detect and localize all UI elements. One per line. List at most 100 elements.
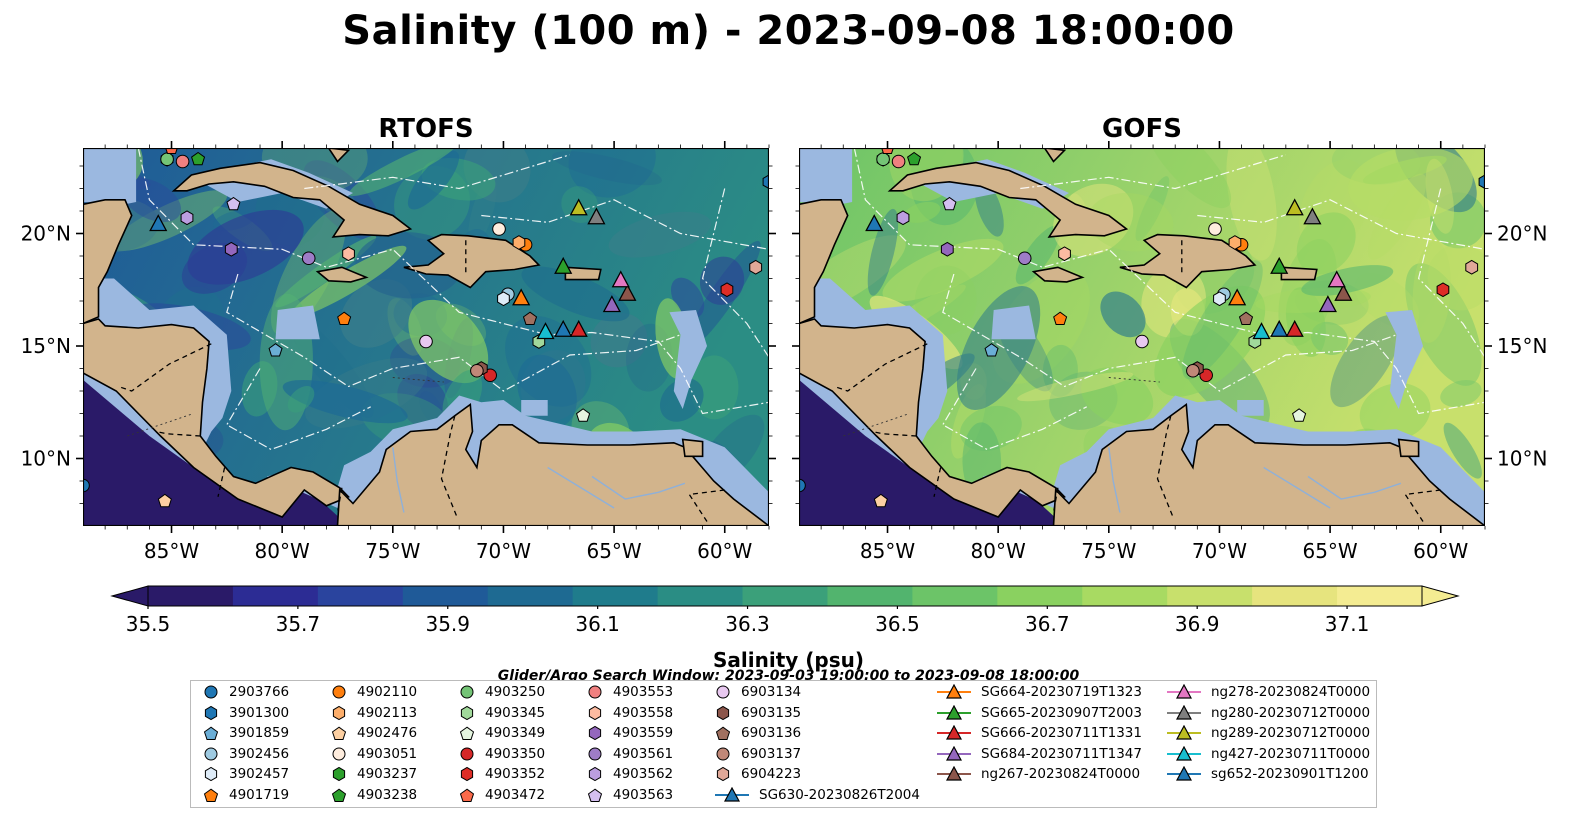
glider-marker-sg652-20230901T1200[interactable] (1270, 319, 1289, 337)
legend-marker-icon (1167, 704, 1201, 720)
glider-marker-ng278-20230824T0000[interactable] (611, 270, 630, 288)
legend-entry-4903553: 4903553 (587, 684, 673, 700)
argo-marker-4903559[interactable] (940, 241, 954, 257)
argo-marker-6904223[interactable] (1465, 259, 1479, 275)
argo-marker-4903238[interactable] (191, 151, 206, 166)
glider-marker-SG684-20230711T1347[interactable] (602, 295, 621, 313)
colorbar-segment (487, 586, 574, 606)
glider-marker-SG664-20230719T1323[interactable] (512, 288, 531, 306)
glider-marker-SG664-20230719T1323[interactable] (1228, 288, 1247, 306)
argo-marker-4903563[interactable] (226, 196, 241, 211)
glider-marker-ng267-20230824T0000[interactable] (618, 283, 637, 301)
argo-marker-4903553[interactable] (175, 154, 190, 169)
argo-marker-4902113[interactable] (512, 235, 526, 250)
salinity-eddy (1412, 241, 1451, 343)
glider-marker-SG684-20230711T1347[interactable] (1318, 295, 1337, 313)
argo-marker-3902457[interactable] (497, 291, 510, 307)
argo-marker-4903238[interactable] (907, 151, 922, 166)
argo-marker-4903558[interactable] (1058, 246, 1071, 262)
argo-marker-2903766[interactable] (83, 478, 90, 493)
argo-marker-4903559[interactable] (224, 241, 238, 257)
argo-marker-3901859[interactable] (268, 343, 283, 357)
land-bahamasA (1043, 148, 1067, 163)
argo-marker-4902113[interactable] (1228, 235, 1242, 250)
argo-marker-4901719[interactable] (337, 311, 352, 325)
legend-marker-icon (588, 705, 602, 720)
argo-marker-6903137[interactable] (470, 363, 484, 378)
argo-marker-6903134[interactable] (1135, 334, 1149, 349)
legend-label: SG664-20230719T1323 (981, 684, 1142, 700)
argo-marker-4903561[interactable] (1017, 251, 1032, 266)
glider-marker-SG666-20230711T1331[interactable] (569, 319, 588, 337)
argo-marker-4903349[interactable] (1292, 408, 1307, 422)
argo-marker-3902457[interactable] (1213, 291, 1226, 307)
glider-marker-ng278-20230824T0000[interactable] (1327, 270, 1346, 288)
glider-marker-SG630-20230826T2004[interactable] (865, 214, 884, 232)
argo-marker-4903472[interactable] (881, 148, 894, 154)
x-tick-label: 65°W (1302, 539, 1357, 563)
argo-marker-4903352[interactable] (720, 282, 734, 298)
legend-entry-4903562: 4903562 (587, 766, 673, 782)
argo-marker-4903051[interactable] (492, 222, 506, 236)
salinity-eddy (690, 355, 739, 420)
legend-entry-sg652-20230901T1200: sg652-20230901T1200 (1167, 766, 1369, 782)
argo-marker-6903134[interactable] (419, 334, 433, 349)
argo-marker-4903352[interactable] (1436, 282, 1450, 298)
argo-marker-6904223[interactable] (749, 259, 763, 275)
argo-marker-2903766[interactable] (799, 478, 806, 493)
legend-marker-icon (460, 685, 474, 699)
glider-marker-SG630-20230826T2004[interactable] (149, 214, 168, 232)
argo-marker-4903051[interactable] (1208, 222, 1222, 236)
glider-marker-ng427-20230711T0000[interactable] (536, 322, 555, 340)
argo-marker-4902476[interactable] (157, 493, 172, 508)
legend-entry-3902456: 3902456 (203, 746, 289, 762)
argo-marker-4903558[interactable] (342, 246, 355, 262)
colorbar-tick-label: 35.5 (125, 612, 171, 636)
salinity-eddy (1405, 263, 1482, 386)
argo-marker-4903563[interactable] (942, 196, 957, 211)
argo-marker-6903136[interactable] (1238, 311, 1254, 325)
legend-entry-4903345: 4903345 (459, 705, 545, 721)
salinity-eddy (1017, 371, 1134, 402)
salinity-eddy (1362, 155, 1447, 185)
colorbar-segment (1082, 586, 1168, 606)
glider-marker-SG665-20230907T2003[interactable] (554, 256, 573, 274)
land-hispaniola (1119, 233, 1257, 289)
salinity-eddy (407, 150, 460, 210)
argo-marker-4902476[interactable] (873, 493, 888, 508)
legend-label: 4903472 (485, 787, 546, 803)
legend-label: ng280-20230712T0000 (1211, 704, 1371, 721)
argo-marker-3901300[interactable] (1478, 174, 1485, 190)
argo-marker-3901859[interactable] (984, 343, 999, 357)
argo-marker-4903250[interactable] (876, 152, 890, 167)
glider-marker-SG665-20230907T2003[interactable] (1270, 256, 1289, 274)
legend-entry-ng278-20230824T0000: ng278-20230824T0000 (1167, 684, 1370, 700)
argo-marker-4903562[interactable] (896, 210, 910, 226)
eez-boundary (853, 148, 1485, 415)
map-panel-rtofs (83, 148, 769, 526)
argo-marker-6903137[interactable] (1186, 363, 1200, 378)
glider-marker-SG666-20230711T1331[interactable] (1285, 319, 1304, 337)
argo-marker-6903136[interactable] (522, 311, 538, 325)
glider-marker-ng280-20230712T0000[interactable] (587, 207, 606, 225)
glider-marker-ng267-20230824T0000[interactable] (1334, 283, 1353, 301)
legend-entry-4903561: 4903561 (587, 746, 673, 762)
argo-marker-4903250[interactable] (160, 152, 174, 167)
colorbar-tick-label: 36.7 (1025, 612, 1070, 636)
argo-marker-4903553[interactable] (891, 154, 906, 169)
argo-marker-3901300[interactable] (762, 174, 769, 190)
legend-entry-SG665-20230907T2003: SG665-20230907T2003 (937, 704, 1142, 721)
argo-marker-4903472[interactable] (165, 148, 178, 154)
glider-marker-ng280-20230712T0000[interactable] (1303, 207, 1322, 225)
glider-marker-sg652-20230901T1200[interactable] (554, 319, 573, 337)
salinity-eddy (419, 391, 443, 424)
glider-marker-ng289-20230712T0000[interactable] (569, 198, 588, 216)
argo-marker-4903561[interactable] (301, 251, 316, 266)
eez-boundary (1020, 154, 1286, 190)
argo-marker-4903562[interactable] (180, 210, 194, 226)
legend-marker-icon (203, 788, 219, 802)
argo-marker-4903349[interactable] (576, 408, 591, 422)
glider-marker-ng289-20230712T0000[interactable] (1285, 198, 1304, 216)
argo-marker-4901719[interactable] (1053, 311, 1068, 325)
glider-marker-ng427-20230711T0000[interactable] (1252, 322, 1271, 340)
